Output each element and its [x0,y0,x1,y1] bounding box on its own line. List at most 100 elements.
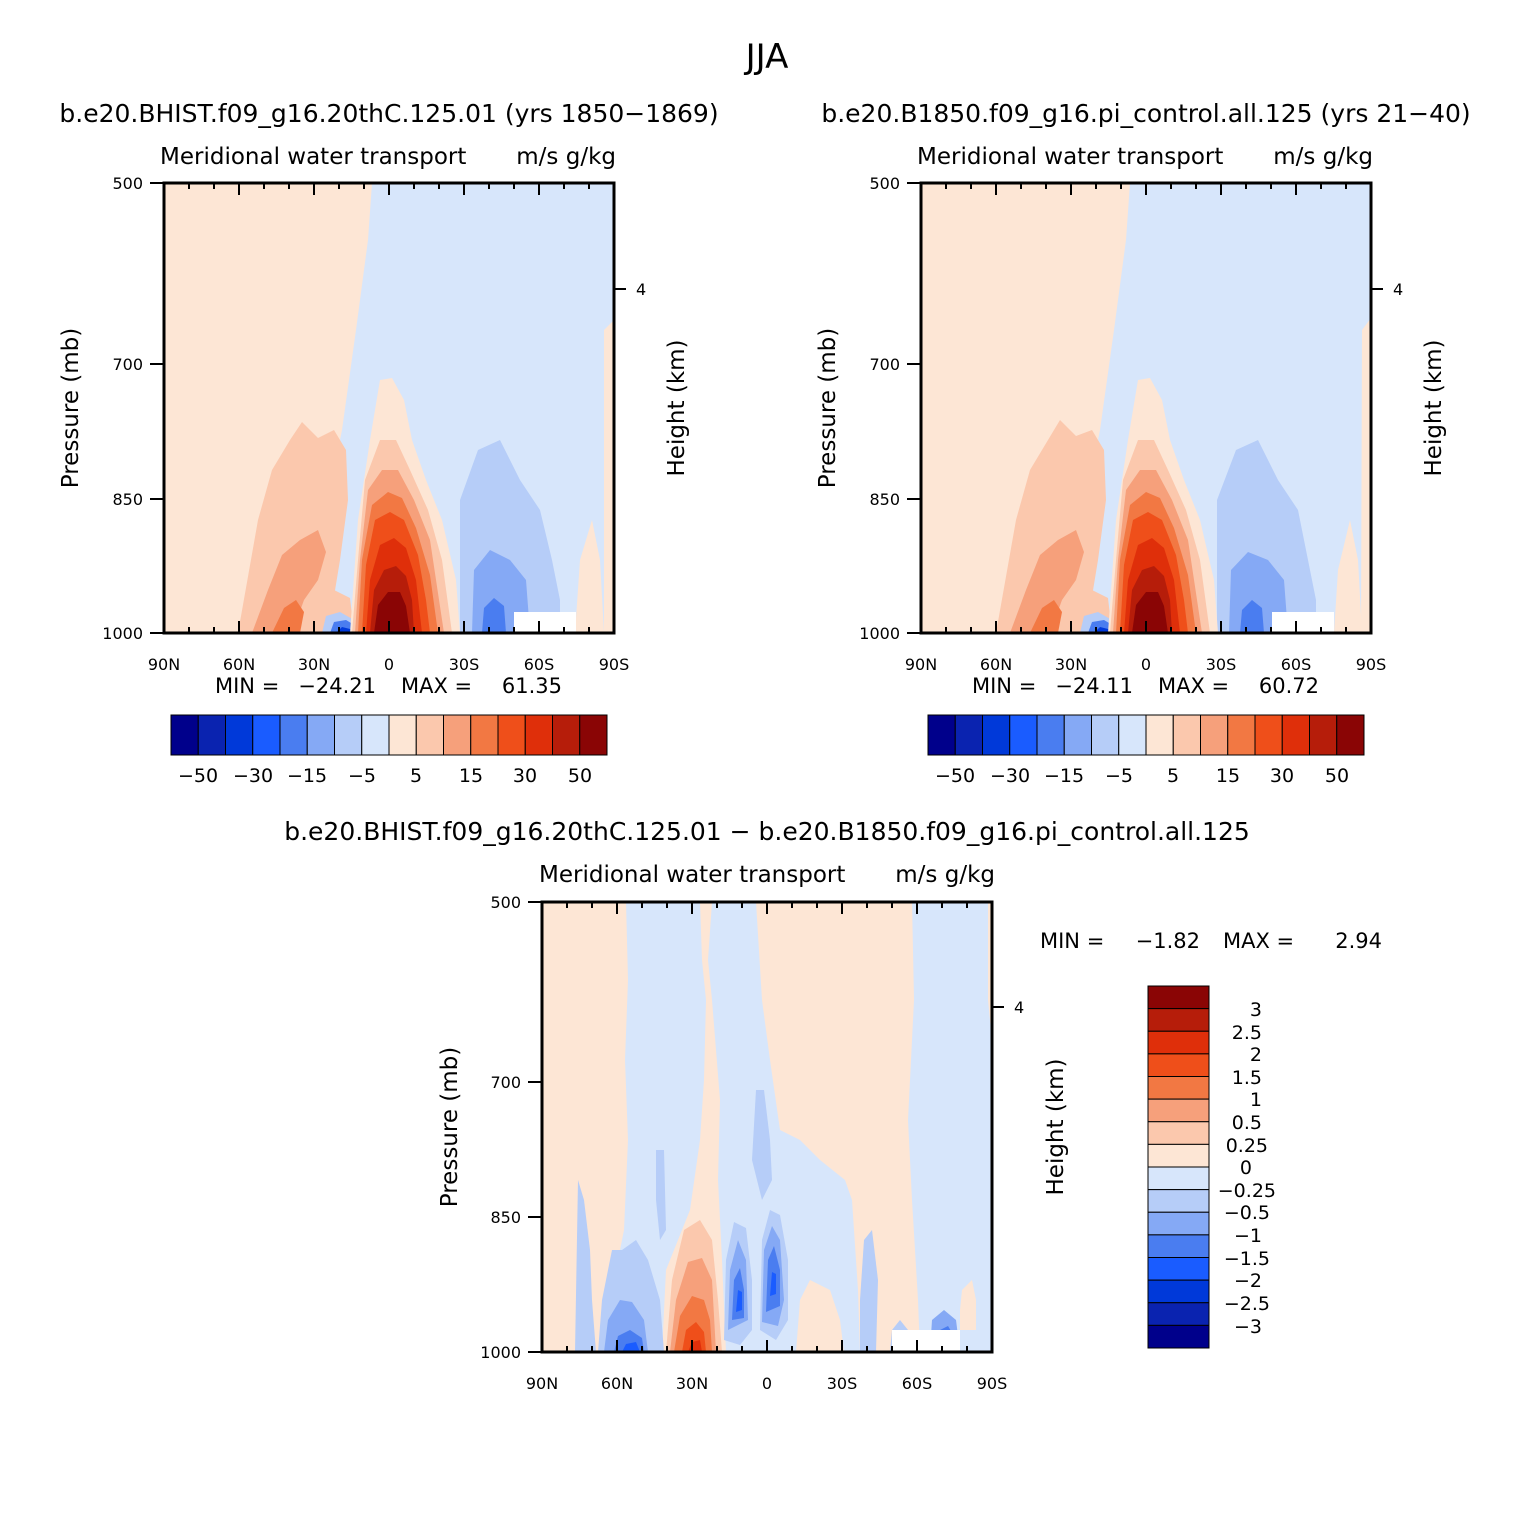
x-ticks-bottom [541,1340,993,1352]
panel-title: b.e20.BHIST.f09_g16.20thC.125.01 (yrs 18… [59,99,718,128]
colorbar-swatch [279,714,308,756]
height-axis-label: Height (km) [664,339,690,476]
colorbar-swatch [334,714,363,756]
colorbar-label: −5 [1105,765,1133,787]
min-label: MIN = [1040,929,1104,953]
colorbar-swatch [225,714,254,756]
x-tick-label: 30N [298,655,330,674]
colorbar-swatch [1147,1211,1210,1236]
colorbar-label: −2 [1234,1270,1262,1292]
panel-control: b.e20.B1850.f09_g16.pi_control.all.125 (… [815,99,1471,787]
max-label: MAX = [1223,929,1294,953]
colorbar-label: 3 [1250,999,1262,1021]
colorbar-swatch [1200,714,1229,756]
height-tick-label: 4 [636,280,646,299]
x-ticks-top [541,902,993,914]
max-label: MAX = [1158,674,1229,698]
colorbar-label: −3 [1234,1316,1262,1338]
colorbar-swatch [1091,714,1120,756]
colorbar-swatch [1147,1030,1210,1055]
x-tick-label: 30S [827,1374,858,1393]
x-tick-label: 0 [384,655,394,674]
colorbar-label: 1.5 [1232,1067,1262,1089]
y-ticks [150,182,626,634]
variable-label: Meridional water transport [539,862,845,888]
x-tick-label: 0 [1141,655,1151,674]
panel-title: b.e20.BHIST.f09_g16.20thC.125.01 − b.e20… [284,817,1250,846]
colorbar-swatch [361,714,390,756]
panel-difference: b.e20.BHIST.f09_g16.20thC.125.01 − b.e20… [284,817,1382,1393]
colorbar-swatch [443,714,472,756]
colorbar-swatch [927,714,956,756]
variable-label: Meridional water transport [160,144,466,170]
colorbar [927,714,1365,756]
x-ticks-bottom [920,621,1372,633]
colorbar-swatch [1147,1143,1210,1168]
colorbar-label: −0.25 [1218,1180,1276,1202]
colorbar-swatch [1147,1302,1210,1326]
colorbar-label: 5 [410,765,422,787]
colorbar-label: −0.5 [1224,1202,1270,1224]
colorbar-swatch [1147,1166,1210,1191]
x-tick-label: 90S [599,655,630,674]
height-axis-label: Height (km) [1043,1058,1069,1195]
colorbar-label: −30 [990,765,1030,787]
variable-label: Meridional water transport [917,144,1223,170]
colorbar-label: −2.5 [1224,1293,1270,1315]
colorbar-swatch [1254,714,1283,756]
contour-field [164,183,614,633]
colorbar-label: 15 [459,765,483,787]
colorbar [1147,985,1210,1349]
y-axis-label: Pressure (mb) [437,1047,463,1207]
colorbar-label: 0.25 [1226,1135,1268,1157]
y-ticks [907,182,1383,634]
x-tick-label: 60N [223,655,255,674]
colorbar-swatch [1147,1121,1210,1145]
min-value: −24.21 [298,674,376,698]
x-tick-label: 60S [902,1374,933,1393]
colorbar-swatch [1147,1257,1210,1281]
colorbar-swatch [1063,714,1092,756]
colorbar-swatch [1147,1098,1210,1123]
colorbar-label: 5 [1167,765,1179,787]
colorbar-swatch [1147,1189,1210,1213]
height-tick-label: 4 [1014,998,1024,1017]
units-label: m/s g/kg [895,862,995,888]
colorbar-label: −15 [287,765,327,787]
colorbar-swatch [552,714,581,756]
max-label: MAX = [401,674,472,698]
y-axis-label: Pressure (mb) [815,328,841,488]
colorbar-label: 2.5 [1232,1022,1262,1044]
panel-historical: b.e20.BHIST.f09_g16.20thC.125.01 (yrs 18… [58,99,719,787]
y-tick-label: 850 [112,490,143,509]
colorbar-label: 2 [1250,1044,1262,1066]
y-axis-label: Pressure (mb) [58,328,84,488]
height-tick-label: 4 [1393,280,1403,299]
units-label: m/s g/kg [1273,144,1373,170]
x-tick-label: 30S [1206,655,1237,674]
colorbar-label: −1.5 [1224,1248,1270,1270]
colorbar-swatch [1118,714,1147,756]
colorbar-swatch [252,714,281,756]
colorbar-swatch [1147,1053,1210,1077]
y-tick-label: 1000 [859,624,900,643]
colorbar-swatch [497,714,526,756]
colorbar-swatch [470,714,499,756]
colorbar-label: −50 [935,765,975,787]
min-label: MIN = [972,674,1036,698]
y-tick-label: 1000 [480,1343,521,1362]
y-tick-label: 500 [112,174,143,193]
colorbar-swatch [579,714,608,756]
y-tick-label: 500 [490,893,521,912]
colorbar-label: −1 [1234,1225,1262,1247]
y-tick-label: 700 [112,355,143,374]
x-tick-label: 60N [980,655,1012,674]
colorbar-label: −30 [233,765,273,787]
colorbar-swatch [197,714,226,756]
colorbar-swatch [1036,714,1065,756]
colorbar-swatch [170,714,199,756]
colorbar [170,714,608,756]
y-tick-label: 700 [869,355,900,374]
x-ticks-bottom [163,621,615,633]
